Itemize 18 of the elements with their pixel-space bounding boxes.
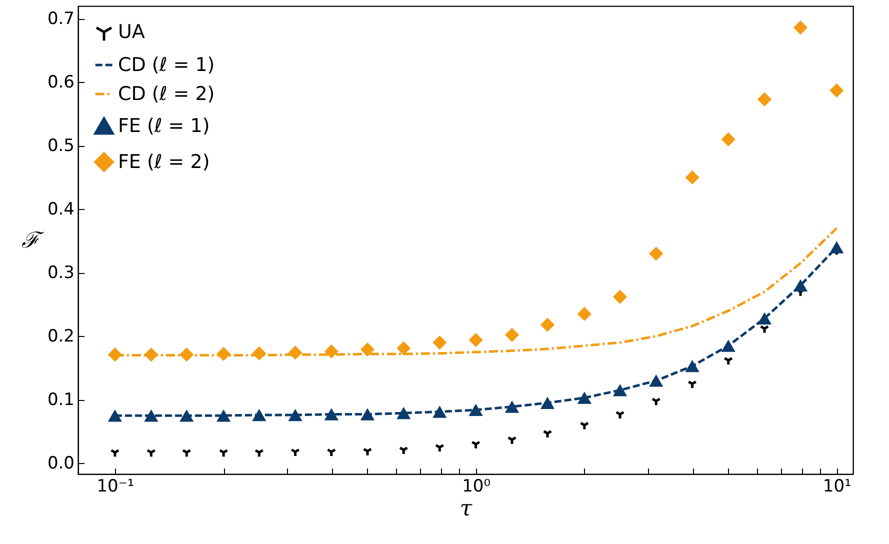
x-axis-title: τ [460,496,473,522]
legend-label: FE (ℓ = 1) [118,115,210,137]
legend-label: CD (ℓ = 2) [118,83,215,105]
y-tick-label: 0.6 [47,72,74,93]
y-tick-label: 0.4 [47,200,74,220]
y-tick-label: 0.3 [47,263,74,284]
y-tick-label: 0.0 [47,454,74,474]
legend-label: UA [118,21,145,43]
x-tick-label: 10⁰ [462,476,491,496]
x-tick-label: 10⁻¹ [96,476,134,496]
x-tick-label: 10¹ [822,476,852,496]
y-tick-label: 0.5 [47,136,74,156]
y-tick-label: 0.7 [47,9,74,30]
legend-label: FE (ℓ = 2) [118,151,210,173]
y-tick-label: 0.1 [47,390,74,410]
y-axis-title: ℱ [21,228,44,254]
y-tick-label: 0.2 [47,326,74,347]
legend-label: CD (ℓ = 1) [118,54,215,76]
